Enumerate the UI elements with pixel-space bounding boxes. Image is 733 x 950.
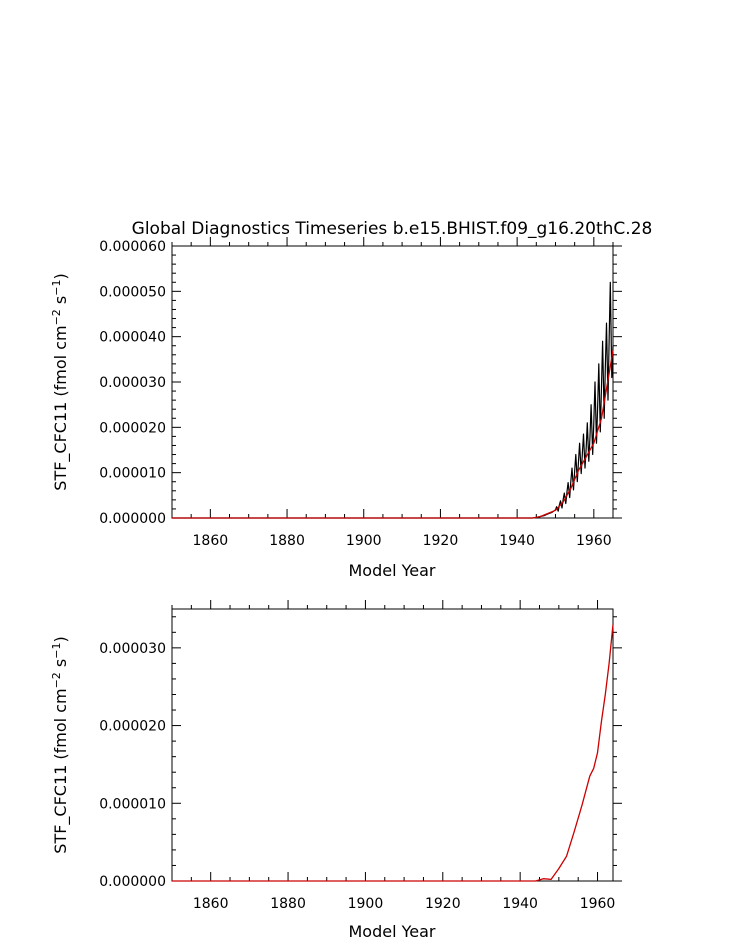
bottom-y-tick-labels: 0.000000 0.000010 0.000020 0.000030	[99, 641, 166, 890]
bottom-y-label-main: STF_CFC11 (fmol cm	[51, 688, 71, 853]
x-tick-label: 1860	[193, 533, 229, 549]
x-tick-label: 1940	[502, 896, 538, 912]
bottom-y-label-mid: s	[51, 659, 70, 672]
x-tick-label: 1860	[193, 896, 229, 912]
top-y-tick-labels: 0.000000 0.000010 0.000020 0.000030 0.000040…	[99, 239, 166, 527]
top-ticks	[171, 237, 622, 519]
x-tick-label: 1960	[580, 896, 616, 912]
bottom-y-axis-label: STF_CFC11 (fmol cm−2 s−1)	[50, 636, 71, 853]
top-y-label-end: )	[51, 273, 70, 279]
y-tick-label: 0.000040	[99, 330, 166, 346]
x-tick-label: 1920	[425, 896, 461, 912]
x-tick-label: 1940	[499, 533, 535, 549]
top-panel: 1860 1880 1900 1920 1940 1960 0.000000 0.00001…	[50, 237, 622, 580]
top-y-label-sup1: −2	[50, 309, 63, 325]
top-x-tick-labels: 1860 1880 1900 1920 1940 1960	[193, 533, 612, 549]
top-y-label-mid: s	[51, 296, 70, 309]
top-y-axis-label: STF_CFC11 (fmol cm−2 s−1)	[50, 273, 71, 490]
bottom-series	[172, 624, 614, 882]
annual-series-line	[172, 624, 614, 882]
bottom-y-label-end: )	[51, 636, 70, 642]
y-tick-label: 0.000020	[99, 420, 166, 436]
y-tick-label: 0.000010	[99, 466, 166, 482]
y-tick-label: 0.000000	[99, 511, 166, 527]
y-tick-label: 0.000050	[99, 284, 166, 300]
y-tick-label: 0.000020	[99, 719, 166, 735]
y-tick-label: 0.000030	[99, 375, 166, 391]
bottom-y-label-sup2: −1	[50, 643, 63, 659]
x-tick-label: 1960	[576, 533, 612, 549]
monthly-series-line	[172, 281, 614, 519]
x-tick-label: 1920	[423, 533, 459, 549]
x-tick-label: 1900	[348, 896, 384, 912]
x-tick-label: 1880	[269, 533, 305, 549]
x-tick-label: 1900	[346, 533, 382, 549]
annual-series-line	[172, 350, 614, 519]
bottom-x-tick-labels: 1860 1880 1900 1920 1940 1960	[193, 896, 615, 912]
bottom-ticks	[171, 600, 622, 882]
bottom-x-axis-label: Model Year	[349, 922, 436, 941]
top-plot-frame	[171, 245, 614, 519]
bottom-panel: 1860 1880 1900 1920 1940 1960 0.000000 0.00001…	[50, 600, 622, 941]
y-tick-label: 0.000030	[99, 641, 166, 657]
chart-title: Global Diagnostics Timeseries b.e15.BHIS…	[132, 219, 653, 239]
bottom-plot-frame	[171, 608, 614, 882]
top-y-label-main: STF_CFC11 (fmol cm	[51, 325, 71, 490]
y-tick-label: 0.000000	[99, 874, 166, 890]
bottom-y-label-sup1: −2	[50, 672, 63, 688]
top-series	[172, 281, 614, 519]
y-tick-label: 0.000010	[99, 796, 166, 812]
x-tick-label: 1880	[270, 896, 306, 912]
top-x-axis-label: Model Year	[349, 561, 436, 580]
top-y-label-sup2: −1	[50, 280, 63, 296]
y-tick-label: 0.000060	[99, 239, 166, 255]
